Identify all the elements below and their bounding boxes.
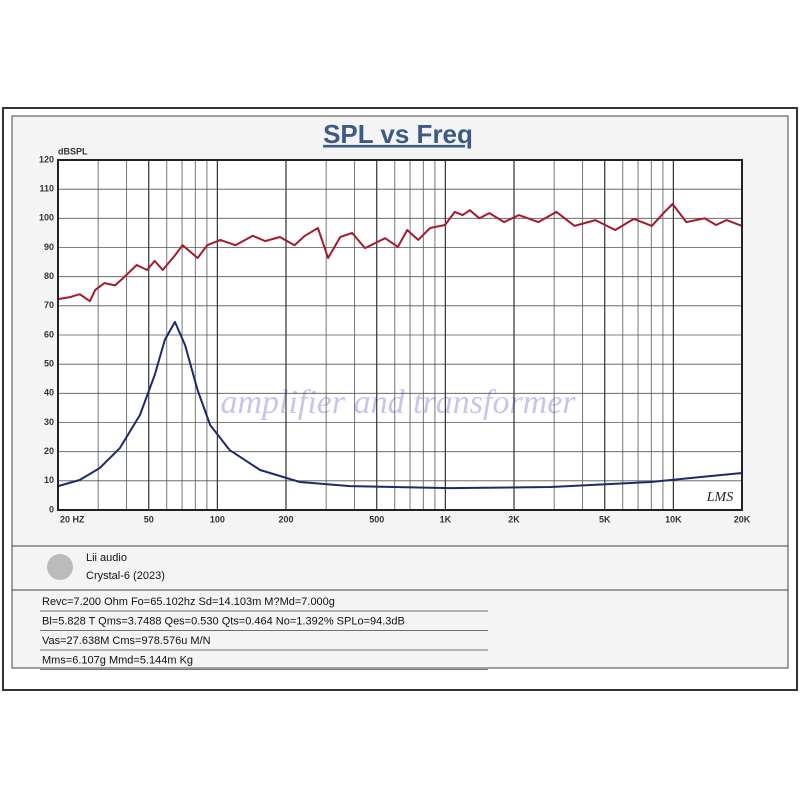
- plot-border: [57, 159, 743, 511]
- params: Revc=7.200 Ohm Fo=65.102hz Sd=14.103m M?…: [40, 596, 488, 670]
- model: Crystal-6 (2023): [86, 570, 165, 582]
- y-tick-label: 20: [44, 446, 54, 456]
- y-tick-label: 40: [44, 388, 54, 398]
- x-tick-label: 5K: [599, 514, 611, 524]
- y-tick-label: 70: [44, 300, 54, 310]
- logo: [47, 554, 73, 580]
- signature: LMS: [706, 490, 733, 505]
- x-tick-label: 500: [369, 514, 384, 524]
- x-tick-label: 100: [210, 514, 225, 524]
- y-axis-label: dBSPL: [58, 146, 88, 156]
- y-tick-label: 0: [49, 504, 54, 514]
- y-tick-label: 120: [39, 154, 54, 164]
- y-tick-label: 60: [44, 329, 54, 339]
- chart-title: SPL vs Freq: [323, 119, 473, 149]
- y-tick-label: 50: [44, 359, 54, 369]
- y-tick-label: 90: [44, 242, 54, 252]
- x-tick-label: 20 HZ: [60, 514, 85, 524]
- y-tick-label: 80: [44, 271, 54, 281]
- param-line: Vas=27.638M Cms=978.576u M/N: [42, 635, 211, 647]
- param-line: Revc=7.200 Ohm Fo=65.102hz Sd=14.103m M?…: [42, 596, 335, 608]
- x-tick-label: 50: [144, 514, 154, 524]
- y-tick-label: 110: [39, 184, 54, 194]
- y-tick-label: 10: [44, 475, 54, 485]
- x-tick-label: 10K: [665, 514, 682, 524]
- x-tick-label: 2K: [508, 514, 520, 524]
- y-tick-label: 30: [44, 417, 54, 427]
- param-line: Bl=5.828 T Qms=3.7488 Qes=0.530 Qts=0.46…: [42, 615, 405, 627]
- x-tick-label: 20K: [734, 514, 751, 524]
- series-line: [57, 203, 743, 303]
- brand: Lii audio: [86, 552, 127, 564]
- param-line: Mms=6.107g Mmd=5.144m Kg: [42, 654, 193, 666]
- series-line: [57, 320, 743, 490]
- brand-panel: [11, 545, 789, 591]
- x-tick-label: 1K: [440, 514, 452, 524]
- watermark: amplifier and transformer: [220, 384, 576, 421]
- x-tick-label: 200: [278, 514, 293, 524]
- y-tick-label: 100: [39, 213, 54, 223]
- params-panel: [11, 589, 789, 669]
